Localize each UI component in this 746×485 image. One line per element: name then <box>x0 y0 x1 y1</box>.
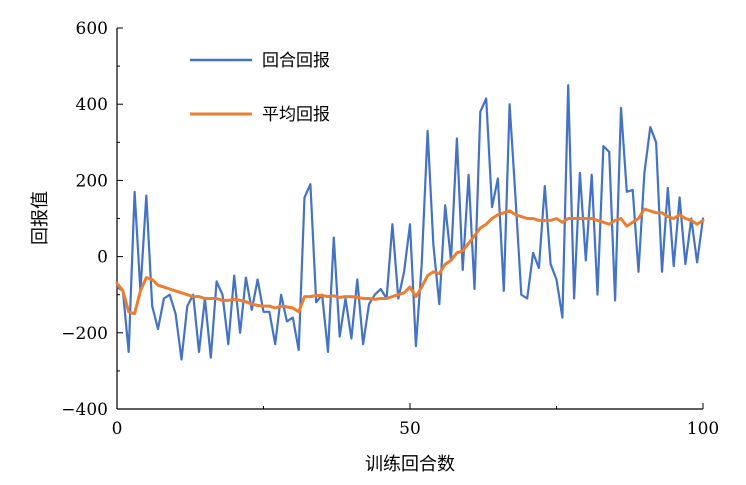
x-tick-label: 100 <box>687 419 719 439</box>
series-layer <box>115 84 705 361</box>
y-tick-label: 200 <box>76 171 108 191</box>
y-axis-label: 回报值 <box>30 191 51 245</box>
legend-label: 平均回报 <box>262 105 330 125</box>
y-tick-label: −200 <box>61 324 108 344</box>
x-tick-label: 50 <box>399 419 421 439</box>
x-axis-label: 训练回合数 <box>365 454 455 475</box>
y-tick-label: 600 <box>76 19 108 39</box>
axes: −400 −200 0 200 400 600 0 50 100 <box>61 19 719 439</box>
y-tick-label: 0 <box>97 248 108 268</box>
legend-label: 回合回报 <box>262 51 330 71</box>
series-line-1 <box>115 84 705 361</box>
x-tick-label: 0 <box>112 419 123 439</box>
series-line-2 <box>115 207 705 316</box>
y-tick-label: −400 <box>61 400 108 420</box>
y-tick-label: 400 <box>76 95 108 115</box>
